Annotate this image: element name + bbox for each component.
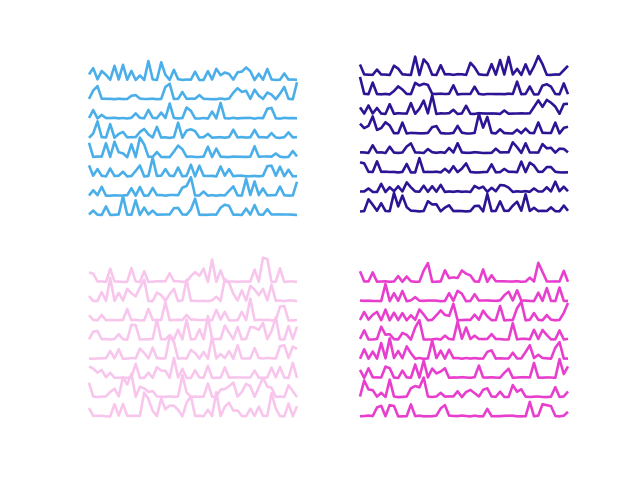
series-line-bottom-right-5: [358, 337, 568, 361]
series-line-top-left-3: [87, 101, 298, 120]
series-line-bottom-left-1: [88, 256, 298, 284]
series-line-bottom-right-6: [358, 357, 570, 380]
series-line-top-left-1: [87, 59, 298, 82]
series-line-top-right-7: [359, 180, 569, 194]
series-line-top-left-6: [87, 156, 298, 178]
series-line-top-right-4: [359, 112, 569, 135]
series-line-top-right-1: [358, 54, 569, 77]
series-line-bottom-left-7: [87, 372, 299, 399]
series-line-bottom-right-1: [358, 261, 570, 284]
series-line-top-right-6: [359, 156, 569, 174]
panel-top-right: [358, 54, 570, 213]
series-line-top-right-3: [358, 93, 569, 116]
series-line-top-right-5: [359, 141, 569, 155]
series-line-bottom-right-4: [358, 318, 569, 341]
series-line-bottom-left-5: [88, 335, 298, 361]
series-line-bottom-left-3: [88, 297, 298, 322]
panel-bottom-right: [358, 261, 570, 418]
series-line-bottom-right-7: [358, 376, 569, 399]
series-line-top-left-2: [87, 81, 299, 101]
series-line-bottom-left-2: [88, 276, 298, 303]
series-line-bottom-right-8: [359, 400, 569, 418]
panel-top-left: [87, 59, 299, 217]
series-line-top-left-4: [88, 120, 298, 140]
series-line-bottom-left-4: [87, 314, 299, 341]
series-line-top-right-8: [359, 191, 570, 213]
series-line-bottom-right-2: [359, 282, 568, 303]
panel-bottom-left: [87, 256, 299, 418]
series-line-top-left-8: [88, 194, 298, 217]
series-line-bottom-left-8: [87, 390, 299, 418]
series-line-bottom-right-3: [358, 300, 570, 322]
series-line-top-right-2: [358, 76, 570, 96]
series-line-top-left-5: [87, 136, 299, 159]
